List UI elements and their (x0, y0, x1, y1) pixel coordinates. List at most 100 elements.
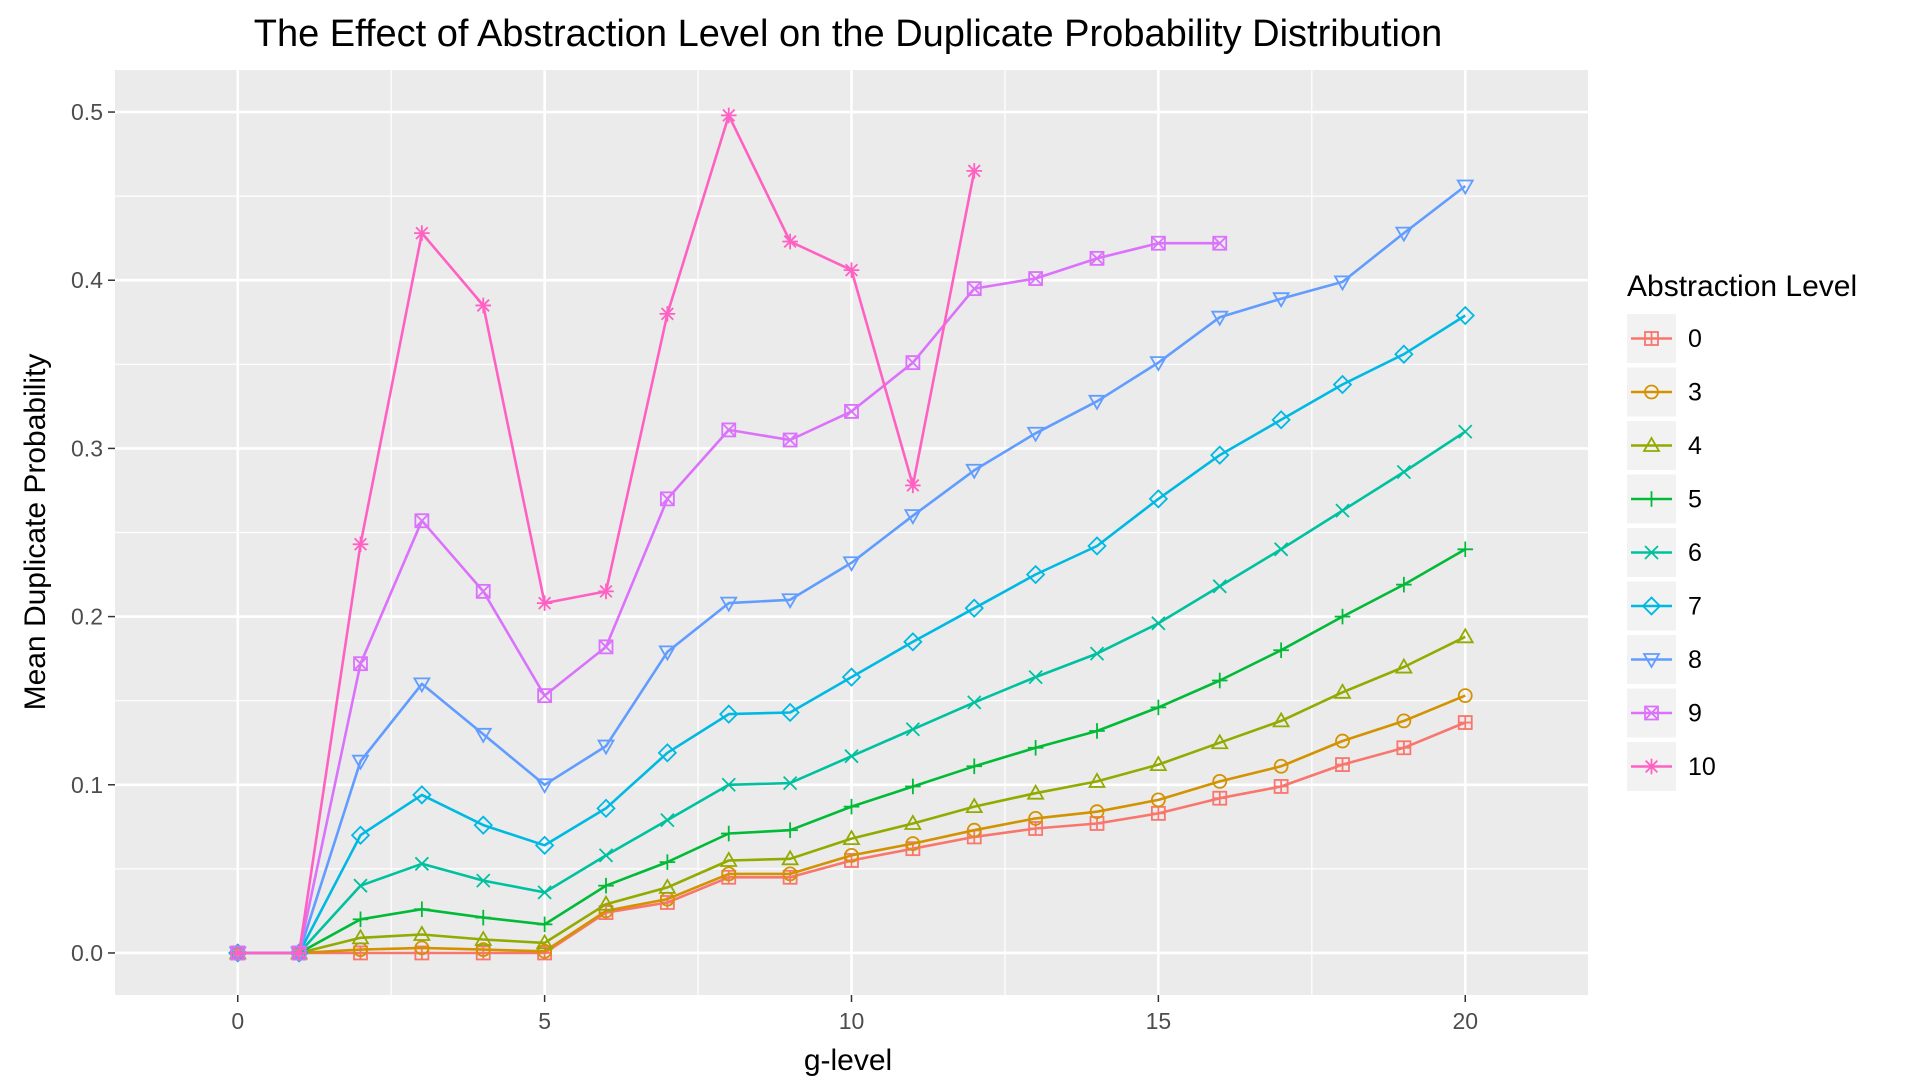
series-4 (228, 627, 1475, 960)
data-point-5 (843, 798, 860, 815)
series-3 (230, 688, 1473, 961)
data-point-5 (475, 909, 492, 926)
data-point-4 (1272, 711, 1291, 728)
data-point-6 (905, 722, 921, 737)
legend-item-3: 3 (1627, 367, 1702, 417)
data-point-10 (536, 595, 553, 611)
y-tick-label: 0.3 (71, 435, 103, 461)
data-point-9 (475, 583, 491, 599)
data-point-10 (905, 477, 921, 494)
legend-label: 5 (1688, 486, 1702, 514)
data-point-10 (352, 536, 369, 553)
legend-item-10: 10 (1627, 742, 1716, 791)
data-point-7 (1271, 410, 1291, 430)
y-tick-label: 0.5 (71, 99, 103, 125)
data-point-10 (843, 262, 860, 278)
data-point-8 (842, 556, 861, 573)
data-point-4 (965, 797, 984, 814)
data-point-10 (475, 297, 492, 314)
data-point-6 (1151, 616, 1166, 631)
data-point-5 (352, 911, 369, 928)
major-gridlines (115, 70, 1588, 995)
data-point-9 (1028, 271, 1044, 286)
data-point-3 (1150, 792, 1166, 808)
data-point-7 (1455, 305, 1475, 326)
data-point-7 (534, 835, 555, 856)
legend-label: 0 (1688, 325, 1702, 353)
data-point-8 (903, 509, 922, 525)
data-point-9 (966, 281, 982, 297)
data-point-3 (1212, 774, 1228, 789)
legend-marker (1641, 596, 1662, 616)
data-point-8 (1456, 179, 1475, 196)
data-point-8 (658, 645, 677, 662)
data-point-5 (1457, 541, 1474, 558)
data-point-6 (414, 856, 430, 871)
legend-marker (1643, 758, 1660, 775)
data-point-0 (1396, 740, 1412, 756)
data-point-5 (659, 854, 676, 870)
data-point-3 (1335, 733, 1350, 749)
y-tick-label: 0.1 (71, 772, 103, 798)
data-point-4 (535, 933, 554, 950)
data-point-7 (841, 667, 862, 687)
data-point-3 (1089, 804, 1105, 820)
data-point-0 (1089, 816, 1105, 831)
data-point-4 (474, 930, 493, 946)
x-axis: 0 5 10 15 20 (231, 995, 1478, 1034)
data-point-5 (905, 778, 921, 795)
data-point-7 (657, 743, 678, 763)
x-tick-label: 10 (839, 1008, 865, 1034)
x-tick-label: 0 (231, 1008, 244, 1034)
data-point-8 (1026, 426, 1045, 443)
data-point-3 (1396, 713, 1412, 729)
series-line-4 (237, 635, 1466, 955)
data-point-7 (964, 598, 984, 618)
legend-label: 8 (1688, 646, 1702, 674)
data-point-9 (905, 355, 921, 371)
data-point-7 (412, 785, 432, 805)
data-point-9 (353, 656, 368, 672)
data-point-9 (1150, 235, 1166, 251)
data-point-6 (1396, 464, 1412, 480)
data-point-6 (537, 885, 552, 900)
data-point-8 (965, 463, 984, 480)
data-point-5 (1396, 576, 1412, 593)
legend-marker (1644, 705, 1659, 721)
data-point-6 (782, 775, 798, 791)
data-point-8 (1333, 275, 1352, 292)
legend-label: 10 (1688, 753, 1716, 781)
legend-item-4: 4 (1627, 421, 1702, 470)
data-point-8 (1394, 226, 1413, 243)
data-point-8 (1087, 394, 1107, 411)
legend-marker (1643, 491, 1660, 507)
data-point-3 (475, 942, 491, 957)
legend-marker (1644, 331, 1659, 346)
data-point-6 (1089, 646, 1105, 661)
data-point-3 (966, 822, 982, 838)
data-point-6 (1028, 669, 1043, 685)
data-point-5 (1211, 672, 1228, 689)
x-tick-label: 20 (1452, 1008, 1478, 1034)
data-point-9 (598, 639, 614, 655)
data-point-7 (1210, 445, 1230, 465)
data-point-10 (966, 163, 983, 179)
data-point-7 (1025, 564, 1046, 585)
data-point-8 (535, 778, 554, 795)
data-point-3 (782, 866, 798, 882)
data-point-6 (721, 777, 736, 792)
data-point-9 (1212, 235, 1228, 251)
data-point-6 (1335, 503, 1350, 518)
data-point-5 (414, 901, 430, 918)
data-point-4 (842, 829, 861, 846)
data-point-10 (659, 306, 676, 322)
data-point-4 (1149, 755, 1168, 772)
legend-label: 6 (1688, 539, 1702, 567)
data-point-5 (782, 822, 798, 838)
data-point-7 (1332, 374, 1353, 395)
data-point-5 (1334, 608, 1351, 625)
data-point-5 (1027, 739, 1044, 756)
data-point-3 (537, 943, 553, 959)
legend-marker (1642, 653, 1661, 669)
